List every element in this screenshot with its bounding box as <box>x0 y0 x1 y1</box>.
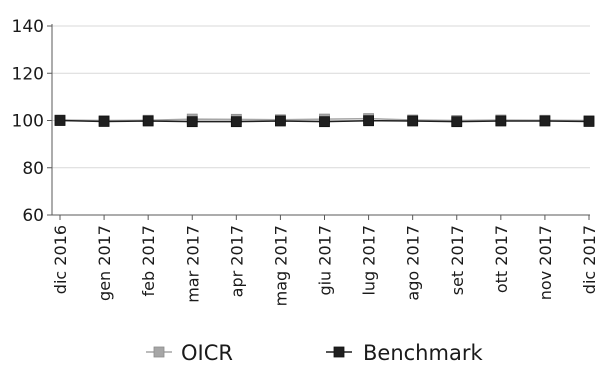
data-point-marker <box>451 116 463 128</box>
data-point-marker <box>539 115 551 127</box>
data-point-marker <box>186 116 198 128</box>
x-tick-label: dic 2017 <box>580 225 596 294</box>
data-point-marker <box>583 116 595 127</box>
x-tick-label: gen 2017 <box>95 225 114 301</box>
x-tick-label: apr 2017 <box>227 225 246 297</box>
data-point-marker <box>363 115 374 127</box>
data-point-marker <box>98 116 110 127</box>
y-tick-label: 100 <box>12 112 44 132</box>
x-tick-label: lug 2017 <box>360 225 379 296</box>
legend-label: Benchmark <box>363 341 483 363</box>
data-point-marker <box>407 115 419 127</box>
x-tick-label: nov 2017 <box>536 225 555 300</box>
y-tick-label: 120 <box>12 64 44 84</box>
x-tick-label: set 2017 <box>448 225 467 295</box>
y-tick-label: 60 <box>22 206 44 226</box>
data-point-marker <box>495 115 507 127</box>
y-tick-labels: 60 80 100 120 140 <box>12 17 44 226</box>
y-tick-label: 80 <box>22 159 44 179</box>
x-tick-label: giu 2017 <box>316 225 335 296</box>
x-tick-label: ott 2017 <box>492 225 511 293</box>
legend-item-benchmark: Benchmark <box>326 341 483 365</box>
data-point-marker <box>142 115 154 127</box>
x-tick-label: dic 2016 <box>51 225 70 294</box>
data-point-marker <box>319 116 330 128</box>
series-benchmark <box>54 115 595 128</box>
legend-item-oicr: OICR <box>146 341 233 365</box>
legend-marker <box>153 346 165 358</box>
data-point-marker <box>230 116 242 128</box>
x-tick-label: ago 2017 <box>404 225 423 301</box>
y-tick-label: 140 <box>12 17 44 37</box>
data-point-marker <box>54 115 66 126</box>
gridlines <box>52 25 590 169</box>
x-tick-label: mag 2017 <box>271 225 290 306</box>
x-tick-label: mar 2017 <box>183 225 202 303</box>
legend-marker <box>333 346 345 358</box>
series-lines <box>54 113 595 128</box>
legend-label: OICR <box>181 341 233 363</box>
x-tick-label: feb 2017 <box>139 225 158 296</box>
axes <box>47 24 590 220</box>
data-point-marker <box>275 115 286 127</box>
x-tick-labels: dic 2016 gen 2017 feb 2017 mar 2017 apr 2017… <box>51 225 596 306</box>
legend: OICR Benchmark <box>146 341 483 365</box>
